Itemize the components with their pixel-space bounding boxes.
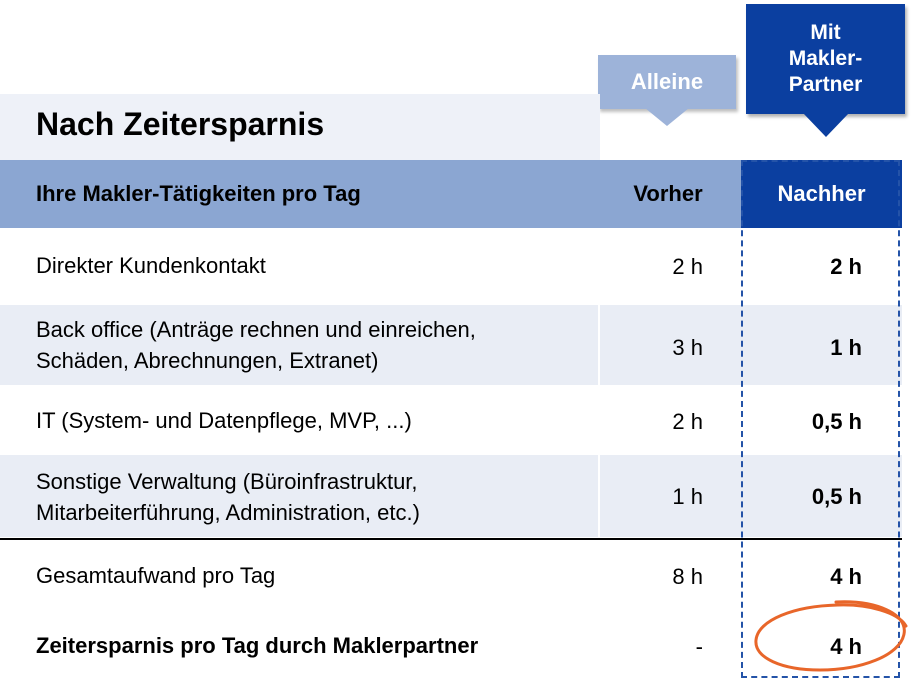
row-nachher-value: 2 h: [830, 254, 862, 279]
total-nachher-value: 4 h: [830, 564, 862, 589]
mit-makler-partner-callout-arrow: [803, 113, 849, 137]
mit-makler-partner-callout: Mit Makler- Partner: [746, 4, 905, 114]
header-nachher: Nachher: [741, 160, 902, 228]
row-activity: Direkter Kundenkontakt: [36, 253, 266, 278]
row-vorher-value: 2 h: [672, 254, 703, 279]
table-row: Back office (Anträge rechnen und einreic…: [0, 305, 902, 385]
header-vorher: Vorher: [633, 181, 703, 206]
alleine-callout: Alleine: [598, 55, 736, 109]
table-row: Direkter Kundenkontakt 2 h 2 h: [0, 228, 902, 304]
savings-vorher-value: -: [695, 634, 703, 659]
column-divider: [598, 305, 600, 385]
total-divider-line: [0, 538, 902, 540]
row-activity: Sonstige Verwaltung (Büroinfrastruktur, …: [36, 469, 420, 525]
row-nachher-value: 0,5 h: [811, 484, 862, 509]
header-activity: Ihre Makler-Tätigkeiten pro Tag: [36, 181, 361, 206]
row-activity: Back office (Anträge rechnen und einreic…: [36, 317, 476, 373]
savings-nachher-value: 4 h: [830, 634, 862, 659]
row-activity: IT (System- und Datenpflege, MVP, ...): [36, 408, 412, 433]
table-row: IT (System- und Datenpflege, MVP, ...) 2…: [0, 386, 902, 454]
row-vorher-value: 3 h: [672, 335, 703, 360]
highlight-circle-icon: [754, 600, 908, 672]
nachher-highlight-box: [741, 160, 900, 678]
row-nachher-value: 1 h: [830, 335, 862, 360]
title-band: [0, 94, 600, 160]
row-vorher-value: 1 h: [672, 484, 703, 509]
alleine-callout-arrow: [645, 108, 689, 126]
total-row: Gesamtaufwand pro Tag 8 h 4 h: [0, 540, 902, 610]
row-nachher-value: 0,5 h: [811, 409, 862, 434]
column-divider: [598, 455, 600, 537]
savings-activity: Zeitersparnis pro Tag durch Maklerpartne…: [36, 633, 479, 658]
total-vorher-value: 8 h: [672, 564, 703, 589]
savings-row: Zeitersparnis pro Tag durch Maklerpartne…: [0, 610, 902, 680]
table-row: Sonstige Verwaltung (Büroinfrastruktur, …: [0, 455, 902, 537]
total-activity: Gesamtaufwand pro Tag: [36, 563, 276, 588]
page-title: Nach Zeitersparnis: [36, 106, 325, 142]
row-vorher-value: 2 h: [672, 409, 703, 434]
